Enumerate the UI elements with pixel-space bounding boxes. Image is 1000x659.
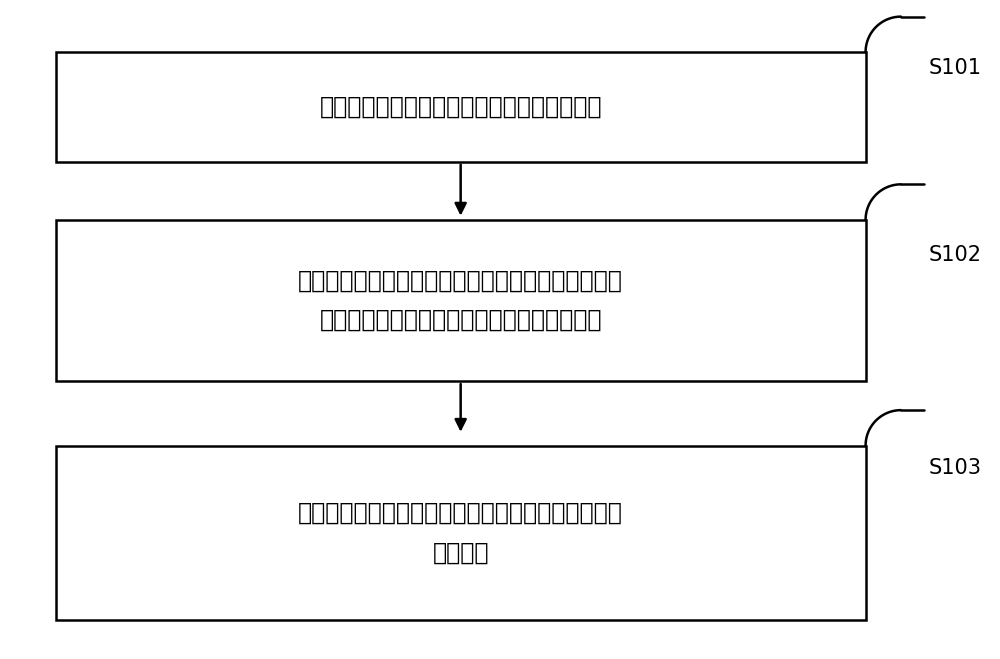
Text: S101: S101 (929, 58, 982, 78)
Text: S103: S103 (929, 458, 982, 478)
Text: 针对每一查找区间，根据反正切函数的特点设置相应
的查找表: 针对每一查找区间，根据反正切函数的特点设置相应 的查找表 (298, 501, 623, 564)
Text: 根据输入数据的整数值的大小，对反正切函数曲线进
行非线性分区间，确定反正切函数的查找区间: 根据输入数据的整数值的大小，对反正切函数曲线进 行非线性分区间，确定反正切函数的… (298, 269, 623, 332)
Text: 根据输入数据和精度，确定输入数据的整数值: 根据输入数据和精度，确定输入数据的整数值 (319, 95, 602, 119)
FancyBboxPatch shape (56, 220, 866, 381)
FancyBboxPatch shape (56, 445, 866, 620)
FancyBboxPatch shape (56, 52, 866, 161)
Text: S102: S102 (929, 245, 982, 266)
